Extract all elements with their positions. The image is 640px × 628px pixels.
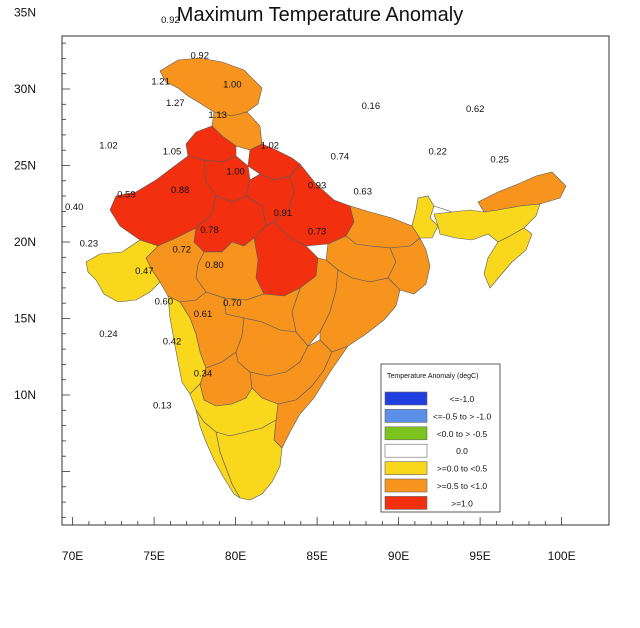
- region-value-label: 0.72: [173, 245, 192, 256]
- legend: Temperature Anomaly (degC) <=-1.0 <=-0.5 t…: [380, 363, 501, 513]
- region-value-label: 0.59: [117, 190, 136, 201]
- y-tick-label: 30N: [14, 82, 36, 96]
- x-tick-label: 80E: [225, 549, 246, 563]
- region-saurashtra-kutch: [85, 239, 161, 303]
- region-value-label: 0.25: [490, 154, 509, 165]
- region-value-label: 0.80: [205, 260, 224, 271]
- y-tick-label: 10N: [14, 388, 36, 402]
- y-tick-label: 20N: [14, 235, 36, 249]
- legend-swatch: [384, 496, 428, 510]
- legend-swatch: [384, 409, 428, 423]
- neighbor-boundaries: [417, 195, 453, 213]
- region-kerala: [195, 409, 241, 499]
- region-value-label: 0.92: [161, 15, 180, 26]
- region-value-label: 1.00: [223, 79, 242, 90]
- y-tick-label: 35N: [14, 6, 36, 20]
- x-tick-label: 75E: [143, 549, 164, 563]
- legend-label: <=-0.5 to > -1.0: [433, 411, 492, 421]
- region-odisha: [319, 269, 401, 353]
- y-axis: 10N 15N 20N 25N 30N 35N: [14, 6, 70, 518]
- region-value-label: 0.22: [428, 147, 447, 158]
- region-value-label: 1.02: [261, 141, 280, 152]
- region-value-label: 0.93: [308, 180, 327, 191]
- region-value-label: 0.16: [362, 101, 381, 112]
- region-value-label: 0.23: [80, 239, 99, 250]
- x-axis: 70E 75E 80E 85E 90E 95E 100E: [62, 517, 576, 563]
- y-tick-label: 15N: [14, 312, 36, 326]
- region-value-label: 0.34: [194, 369, 213, 380]
- region-value-label: 1.27: [166, 98, 185, 109]
- region-value-label: 1.02: [99, 141, 118, 152]
- region-value-label: 1.00: [226, 167, 245, 178]
- region-value-label: 0.73: [308, 226, 327, 237]
- legend-label: 0.0: [456, 446, 468, 456]
- region-value-label: 0.40: [65, 202, 84, 213]
- region-value-label: 0.42: [163, 336, 182, 347]
- x-tick-label: 70E: [62, 549, 83, 563]
- region-value-label: 0.63: [353, 187, 372, 198]
- region-value-label: 0.78: [200, 225, 219, 236]
- region-value-label: 0.62: [466, 104, 485, 115]
- legend-swatch: [384, 478, 428, 493]
- x-tick-label: 85E: [306, 549, 327, 563]
- region-value-label: 0.60: [155, 297, 174, 308]
- region-value-label: 0.24: [99, 329, 118, 340]
- legend-label: >=0.0 to <0.5: [437, 464, 488, 474]
- region-value-label: 0.74: [331, 151, 350, 162]
- x-tick-label: 95E: [469, 549, 490, 563]
- region-gangetic-west-bengal: [387, 237, 431, 295]
- legend-title: Temperature Anomaly (degC): [387, 373, 478, 380]
- region-value-label: 0.61: [194, 309, 213, 320]
- map-title: Maximum Temperature Anomaly: [176, 4, 464, 26]
- region-value-label: 0.88: [171, 185, 190, 196]
- region-value-label: 0.13: [153, 401, 172, 412]
- legend-label: >=0.5 to <1.0: [437, 481, 488, 491]
- legend-swatch: [384, 391, 428, 406]
- legend-label: <=-1.0: [450, 394, 475, 404]
- region-value-label: 1.05: [163, 147, 182, 158]
- region-value-labels: 0.92 0.92 1.21 1.00 1.27 1.13 1.02 1.05 1.02 0.88…: [65, 15, 509, 412]
- region-value-label: 0.70: [223, 298, 242, 309]
- y-tick-label: 25N: [14, 159, 36, 173]
- region-sub-himalayan-west-bengal: [411, 195, 439, 239]
- legend-swatch: [384, 461, 428, 475]
- india-map: [85, 57, 567, 501]
- legend-label: >=1.0: [451, 498, 473, 508]
- legend-swatch: [384, 426, 428, 441]
- region-value-label: 1.21: [151, 76, 170, 87]
- region-value-label: 0.47: [135, 266, 154, 277]
- region-value-label: 1.13: [208, 110, 227, 121]
- region-value-label: 0.92: [190, 50, 209, 61]
- region-value-label: 0.91: [274, 208, 293, 219]
- legend-label: <0.0 to > -0.5: [437, 429, 488, 439]
- x-tick-label: 100E: [548, 549, 576, 563]
- x-tick-label: 90E: [388, 549, 409, 563]
- region-nmmt: [483, 227, 533, 289]
- legend-swatch: [384, 443, 428, 458]
